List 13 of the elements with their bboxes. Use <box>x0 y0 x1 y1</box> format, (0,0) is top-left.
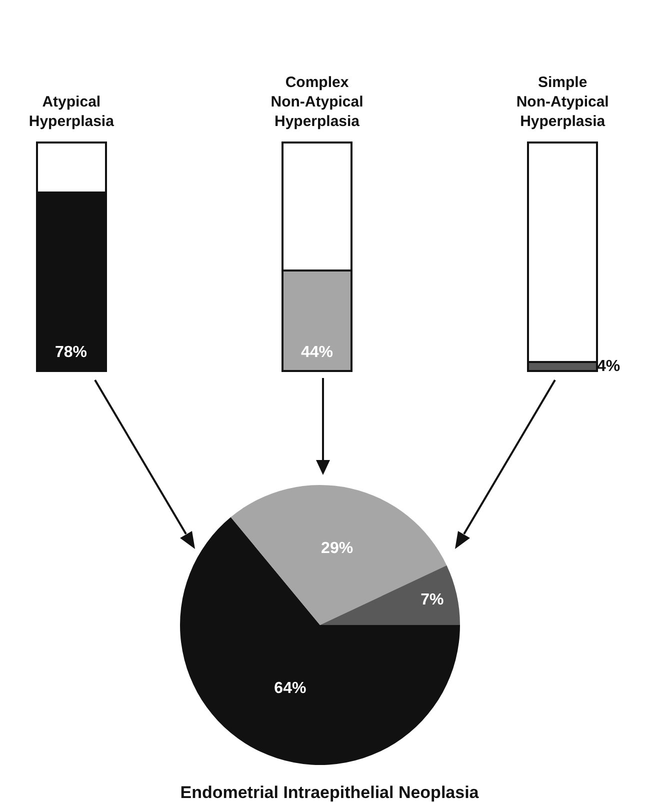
data-label: 44% <box>301 344 334 361</box>
x-tick-label: Complex Non-Atypical Hyperplasia <box>270 74 364 130</box>
x-tick-label: Atypical Hyperplasia <box>28 94 115 130</box>
data-label: 7% <box>420 591 444 608</box>
data-label: 64% <box>274 680 306 697</box>
pie-slice <box>320 565 460 625</box>
data-label: 4% <box>597 358 620 375</box>
pie-slice <box>180 517 460 765</box>
text: Endometrial Intraepithelial Neoplasia <box>180 782 480 802</box>
x-tick-label: Simple Non-Atypical Hyperplasia <box>516 74 609 130</box>
pie-slice <box>230 485 447 625</box>
data-label: 29% <box>321 540 354 558</box>
data-label: 78% <box>55 344 88 361</box>
